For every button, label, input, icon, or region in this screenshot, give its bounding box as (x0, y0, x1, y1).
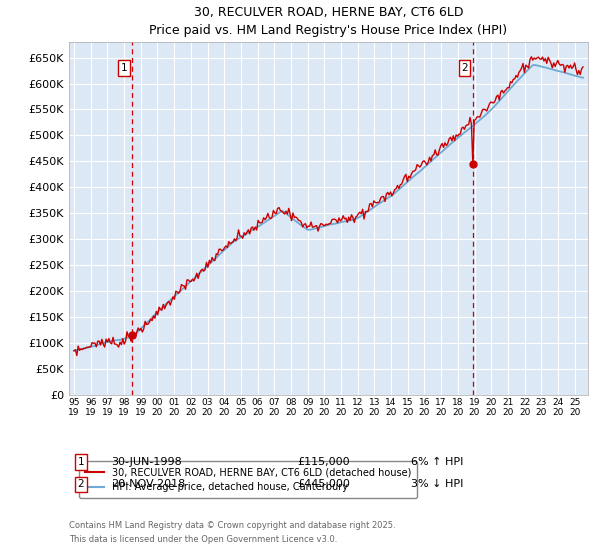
Text: 1: 1 (121, 63, 127, 73)
Legend: 30, RECULVER ROAD, HERNE BAY, CT6 6LD (detached house), HPI: Average price, deta: 30, RECULVER ROAD, HERNE BAY, CT6 6LD (d… (79, 461, 418, 498)
Text: Contains HM Land Registry data © Crown copyright and database right 2025.: Contains HM Land Registry data © Crown c… (69, 521, 395, 530)
Text: 2: 2 (461, 63, 468, 73)
Text: 3% ↓ HPI: 3% ↓ HPI (411, 479, 463, 489)
Text: This data is licensed under the Open Government Licence v3.0.: This data is licensed under the Open Gov… (69, 535, 337, 544)
Text: 20-NOV-2018: 20-NOV-2018 (111, 479, 185, 489)
Text: 2: 2 (77, 479, 85, 489)
Title: 30, RECULVER ROAD, HERNE BAY, CT6 6LD
Price paid vs. HM Land Registry's House Pr: 30, RECULVER ROAD, HERNE BAY, CT6 6LD Pr… (149, 6, 508, 36)
Text: £115,000: £115,000 (297, 457, 350, 467)
Text: 6% ↑ HPI: 6% ↑ HPI (411, 457, 463, 467)
Text: £445,000: £445,000 (297, 479, 350, 489)
Text: 30-JUN-1998: 30-JUN-1998 (111, 457, 182, 467)
Text: 1: 1 (77, 457, 85, 467)
